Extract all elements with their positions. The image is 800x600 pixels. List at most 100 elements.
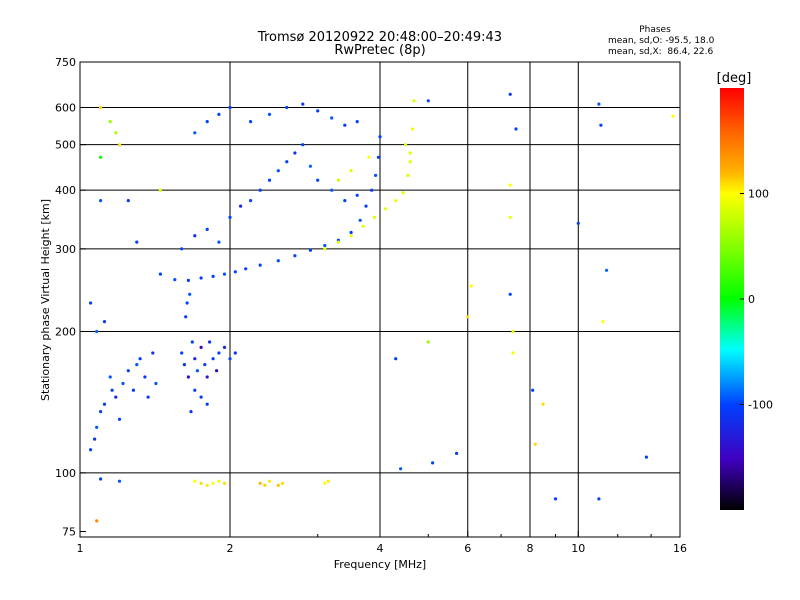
data-point: [671, 114, 675, 118]
y-tick-label: 600: [55, 101, 76, 114]
data-point: [355, 120, 359, 124]
data-point: [135, 240, 139, 244]
data-point: [367, 155, 371, 159]
data-point: [135, 363, 139, 367]
data-point: [326, 479, 330, 483]
colorbar-tick-label: -100: [748, 399, 773, 412]
data-point: [158, 272, 162, 276]
data-point: [199, 345, 203, 349]
data-point: [355, 193, 359, 197]
data-point: [508, 183, 512, 187]
data-point: [110, 388, 114, 392]
y-tick-label: 100: [55, 467, 76, 480]
data-point: [343, 123, 347, 127]
data-point: [293, 151, 297, 155]
data-point: [208, 340, 212, 344]
data-point: [211, 274, 215, 278]
data-point: [408, 160, 412, 164]
data-point: [184, 315, 188, 319]
data-point: [205, 483, 209, 487]
x-tick-label: 1: [77, 542, 84, 555]
data-point: [89, 448, 93, 452]
data-point: [605, 268, 609, 272]
data-point: [276, 169, 280, 173]
data-point: [217, 351, 221, 355]
chart-subtitle: RwPretec (8p): [334, 43, 425, 58]
data-point: [205, 375, 209, 379]
data-point: [508, 92, 512, 96]
data-point: [186, 375, 190, 379]
data-point: [308, 248, 312, 252]
data-point: [301, 143, 305, 147]
data-point: [180, 351, 184, 355]
data-point: [126, 369, 130, 373]
data-point: [173, 278, 177, 282]
y-tick-label: 300: [55, 243, 76, 256]
data-point: [469, 284, 473, 288]
data-point: [154, 381, 158, 386]
data-point: [89, 301, 93, 305]
data-point: [205, 402, 209, 406]
data-point: [511, 351, 515, 355]
data-point: [189, 410, 193, 414]
data-point: [316, 178, 320, 182]
y-tick-label: 500: [55, 139, 76, 152]
data-point: [374, 173, 378, 177]
data-point: [146, 395, 150, 399]
data-point: [217, 112, 221, 116]
data-point: [426, 99, 430, 103]
data-point: [199, 481, 203, 485]
data-point: [411, 127, 415, 131]
data-point: [126, 199, 130, 203]
data-point: [426, 340, 430, 344]
data-point: [131, 388, 135, 392]
data-point: [114, 395, 118, 399]
data-point: [408, 151, 412, 155]
phase-info-heading: Phases: [639, 25, 671, 35]
data-point: [217, 240, 221, 244]
data-point: [193, 388, 197, 392]
data-point: [199, 276, 203, 280]
data-point: [644, 455, 649, 459]
data-point: [114, 131, 118, 135]
data-point: [455, 451, 459, 455]
data-point: [349, 169, 353, 173]
data-point: [508, 215, 512, 219]
data-point: [533, 442, 537, 446]
data-point: [412, 99, 416, 103]
data-point: [185, 301, 189, 305]
y-tick-label: 75: [62, 525, 76, 538]
data-point: [99, 199, 103, 203]
data-point: [117, 143, 122, 147]
data-point: [376, 155, 380, 159]
data-point: [267, 479, 272, 483]
x-axis-label: Frequency [MHz]: [334, 558, 426, 571]
data-point: [323, 243, 327, 248]
colorbar-tick-label: 100: [748, 188, 769, 201]
data-point: [121, 381, 125, 386]
data-point: [394, 357, 398, 361]
data-point: [151, 351, 155, 355]
data-point: [199, 395, 203, 399]
data-point: [597, 102, 601, 106]
y-tick-label: 400: [55, 184, 76, 197]
data-point: [102, 320, 107, 324]
data-point: [394, 199, 398, 203]
data-point: [276, 259, 280, 263]
data-point: [203, 363, 207, 367]
data-point: [99, 410, 103, 414]
data-point: [143, 375, 147, 379]
data-point: [205, 227, 209, 231]
data-point: [117, 479, 122, 483]
data-point: [293, 254, 297, 258]
data-point: [553, 497, 558, 501]
data-point: [263, 483, 267, 487]
data-point: [228, 105, 232, 110]
data-point: [349, 234, 353, 238]
data-point: [258, 188, 262, 192]
data-point: [95, 425, 99, 429]
data-point: [102, 402, 107, 406]
data-point: [276, 483, 280, 487]
data-point: [193, 234, 197, 238]
x-tick-label: 2: [227, 542, 234, 555]
